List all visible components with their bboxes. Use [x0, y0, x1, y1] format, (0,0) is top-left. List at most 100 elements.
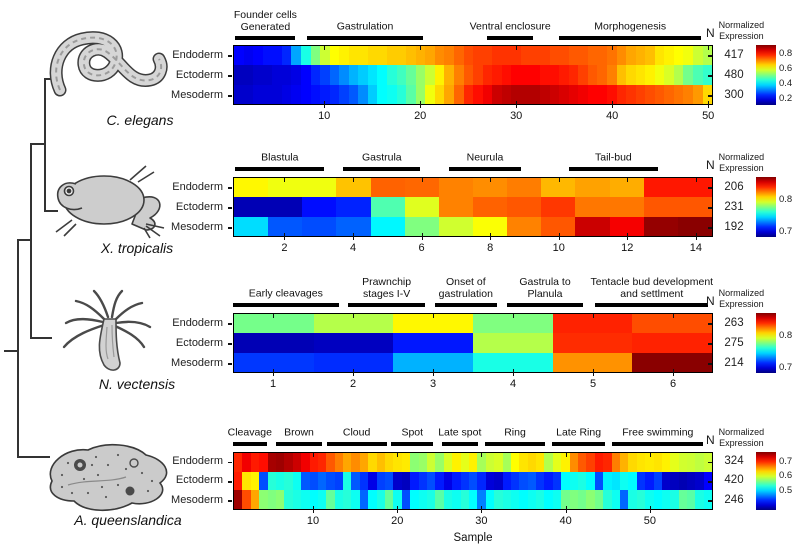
cell-0-1-0: [234, 65, 244, 85]
cell-0-2-0: [234, 84, 244, 104]
cell-3-2-47: [628, 490, 637, 510]
frog-illustration: [55, 165, 165, 239]
cell-0-0-49: [702, 46, 713, 66]
cell-0-1-8: [310, 65, 321, 85]
cell-3-1-33: [510, 471, 520, 491]
cell-0-1-42: [635, 65, 646, 85]
cell-3-1-46: [619, 471, 629, 491]
species-name-x-tropicalis: X. tropicalis: [100, 240, 174, 256]
n-column-header-1: N: [706, 158, 715, 172]
cell-1-2-6: [438, 216, 473, 236]
cell-3-0-32: [502, 453, 511, 472]
stage-bar-3-3: [391, 442, 434, 446]
cell-3-2-52: [670, 490, 679, 510]
cell-3-0-24: [435, 453, 444, 472]
n-value-0-2: 300: [724, 89, 744, 101]
x-tick-label-2-3: 4: [509, 378, 517, 390]
stage-bar-2-4: [595, 303, 709, 307]
cell-0-2-16: [387, 84, 397, 104]
cell-1-1-3: [336, 197, 371, 217]
cell-0-0-24: [463, 46, 474, 66]
cell-3-0-49: [645, 453, 654, 472]
cell-3-2-6: [284, 490, 293, 510]
cell-3-0-18: [385, 453, 394, 472]
cell-0-2-14: [367, 84, 378, 104]
cell-0-0-5: [281, 46, 292, 66]
cell-1-1-2: [302, 197, 337, 217]
x-tick-label-3-4: 50: [643, 515, 656, 527]
tree-branch: [30, 143, 32, 339]
cell-3-2-31: [494, 490, 503, 510]
cell-3-2-45: [611, 490, 620, 510]
heatmap-row-endoderm: [234, 314, 713, 334]
x-tick-top-1-0: [284, 178, 286, 182]
cell-0-1-49: [702, 65, 713, 85]
stage-label-3-1: Brown: [284, 426, 314, 439]
cell-0-2-22: [444, 84, 454, 104]
cell-0-1-32: [540, 65, 550, 85]
heatmap-row-ectoderm: [234, 65, 713, 85]
cell-1-2-3: [336, 216, 371, 236]
x-tick-top-1-3: [490, 178, 492, 182]
row-tick-right-3-1: [708, 481, 712, 483]
cell-0-1-36: [578, 65, 588, 85]
tree-branch: [30, 337, 52, 339]
cell-3-1-22: [418, 471, 427, 491]
cell-1-1-6: [438, 197, 473, 217]
legend-header-1: N Normalized Expression: [706, 139, 800, 173]
cell-3-0-11: [326, 453, 335, 472]
x-tick-bottom-2-3: [513, 369, 514, 376]
x-tick-label-1-3: 8: [487, 242, 494, 254]
stage-label-1-2: Neurula: [466, 151, 504, 164]
cell-2-0-3: [473, 314, 553, 334]
cell-3-0-31: [494, 453, 503, 472]
cell-0-1-33: [549, 65, 560, 85]
cell-0-0-28: [501, 46, 512, 66]
cell-1-0-4: [370, 178, 405, 198]
heatmap-x-tropicalis: [233, 177, 713, 237]
cell-3-1-48: [636, 471, 646, 491]
stage-bar-0-0: [235, 36, 296, 40]
cell-3-1-18: [385, 471, 394, 491]
cell-2-2-4: [552, 352, 633, 372]
x-tick-label-2-2: 3: [429, 378, 437, 390]
cell-3-2-1: [242, 490, 251, 510]
cell-3-1-10: [317, 471, 327, 491]
x-tick-bottom-1-0: [284, 233, 286, 240]
cell-0-0-46: [673, 46, 684, 66]
cell-3-0-10: [317, 453, 327, 472]
row-tick-left-2-0: [228, 323, 232, 325]
heatmap-row-ectoderm: [234, 333, 713, 353]
stage-bar-3-2: [326, 442, 387, 446]
heatmap-a-queenslandica: [233, 452, 713, 510]
colorbar-1: [756, 177, 776, 237]
tree-branch: [17, 239, 19, 458]
cell-3-0-28: [468, 453, 478, 472]
cell-3-0-0: [234, 453, 243, 472]
stage-label-2-0: Early cleavages: [248, 287, 323, 300]
cell-3-1-54: [687, 471, 696, 491]
cell-0-0-45: [664, 46, 674, 66]
cell-0-1-18: [406, 65, 416, 85]
cell-3-2-14: [351, 490, 360, 510]
cell-3-2-10: [317, 490, 327, 510]
cell-3-1-30: [485, 471, 495, 491]
cell-3-0-50: [653, 453, 662, 472]
cell-3-2-40: [569, 490, 579, 510]
cell-3-0-4: [267, 453, 276, 472]
cell-0-0-39: [606, 46, 617, 66]
stage-label-3-5: Ring: [504, 426, 526, 439]
cell-0-1-47: [683, 65, 693, 85]
cell-3-1-42: [586, 471, 595, 491]
row-label-ectoderm: Ectoderm: [175, 69, 223, 81]
cell-3-2-13: [343, 490, 352, 510]
cell-3-2-51: [661, 490, 671, 510]
row-tick-right-1-0: [708, 187, 712, 189]
row-tick-left-0-0: [228, 55, 232, 57]
cell-1-2-12: [643, 216, 678, 236]
cell-0-1-7: [300, 65, 311, 85]
cell-3-0-12: [334, 453, 344, 472]
anemone-illustration: [62, 289, 152, 371]
cell-1-0-13: [677, 178, 712, 198]
cell-0-1-22: [444, 65, 454, 85]
